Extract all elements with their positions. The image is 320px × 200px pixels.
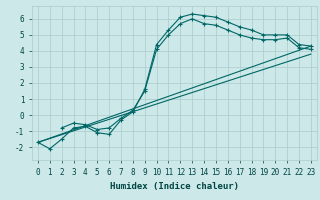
X-axis label: Humidex (Indice chaleur): Humidex (Indice chaleur) (110, 182, 239, 191)
